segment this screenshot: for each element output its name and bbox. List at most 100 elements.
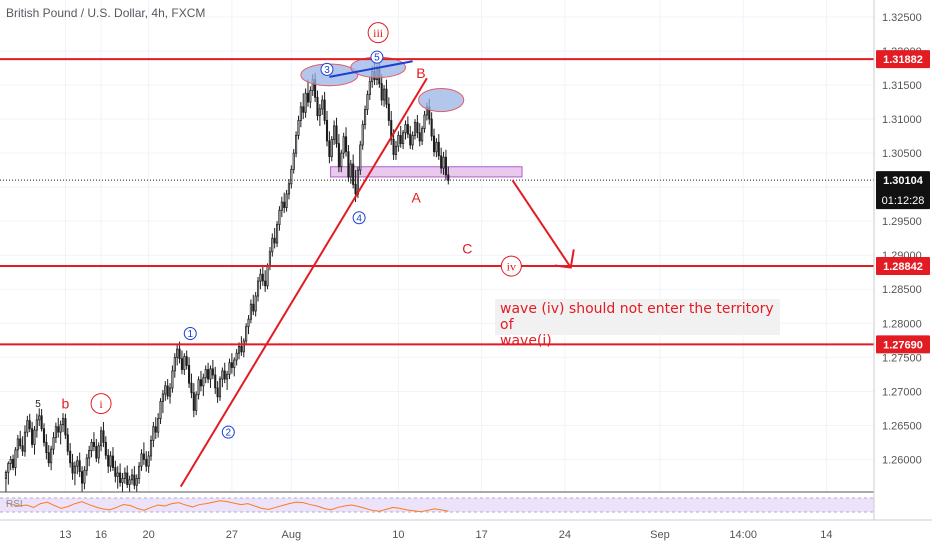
- level-tag: [876, 50, 930, 69]
- candle-body: [19, 438, 22, 447]
- wave-label: B: [416, 65, 425, 81]
- candle-body: [399, 135, 402, 144]
- wave-labels: 5bi123iii54BACivv: [35, 22, 522, 439]
- candle-body: [64, 418, 67, 436]
- candle-body: [252, 303, 255, 312]
- candle-body: [394, 145, 398, 155]
- candle-body: [145, 458, 148, 467]
- zone-layer: [330, 166, 523, 178]
- candle-body: [83, 469, 86, 484]
- candle-body: [138, 465, 141, 479]
- candle-body: [328, 140, 331, 157]
- candle-body: [159, 401, 162, 419]
- rsi-line: [5, 500, 449, 513]
- top-ellipse: [418, 87, 465, 113]
- candle-body: [354, 184, 357, 195]
- price-axis[interactable]: 1.325001.320001.315001.310001.305001.300…: [873, 0, 932, 550]
- candle-body: [237, 346, 241, 354]
- candle-body: [447, 174, 450, 181]
- candle-body: [199, 379, 203, 387]
- time-axis[interactable]: 13 16 20 27 Aug 10 17 24 Sep 14:00 14: [0, 519, 932, 541]
- candle-body: [432, 135, 436, 153]
- candle-body: [69, 450, 72, 464]
- candle-body: [157, 418, 160, 433]
- price-tick: 1.31500: [882, 80, 922, 92]
- candle-body: [38, 415, 41, 421]
- candle-body: [173, 356, 176, 372]
- candle-body: [337, 143, 340, 168]
- date-tick: Sep: [650, 529, 670, 541]
- wave-label: iv: [507, 260, 516, 274]
- candle-body: [435, 141, 438, 153]
- candle-body: [164, 385, 167, 395]
- date-tick: 10: [392, 529, 404, 541]
- candle-body: [57, 426, 60, 433]
- wave-label: 3: [324, 65, 330, 76]
- candle-body: [261, 273, 264, 282]
- candle-body: [195, 394, 198, 411]
- wave-label: C: [462, 240, 472, 256]
- date-tick: 16: [95, 529, 107, 541]
- candle-body: [335, 125, 338, 144]
- level-tag: [876, 335, 930, 354]
- candle-body: [302, 106, 305, 113]
- candle-body: [240, 346, 243, 353]
- date-tick: 20: [143, 529, 155, 541]
- wave-label: 4: [356, 213, 362, 224]
- candle-body: [61, 418, 65, 426]
- candle-body: [52, 437, 55, 450]
- candle-body: [76, 460, 79, 467]
- candle-body: [35, 419, 38, 431]
- candle-body: [119, 472, 122, 483]
- wave-label: 5: [374, 53, 380, 64]
- candles: [4, 59, 450, 494]
- candle-body: [50, 448, 53, 464]
- support-zone: [330, 166, 523, 178]
- candle-body: [40, 415, 43, 430]
- candle-body: [45, 441, 48, 453]
- wave-circle: [500, 255, 522, 277]
- price-tick: 1.30500: [882, 148, 922, 160]
- candle-body: [333, 125, 336, 140]
- countdown-text: 01:12:28: [882, 195, 925, 207]
- candle-body: [128, 479, 131, 485]
- candle-body: [230, 362, 233, 368]
- candle-body: [147, 455, 150, 467]
- candle-body: [285, 193, 288, 208]
- wave-circle: [183, 326, 197, 340]
- price-tick: 1.27000: [882, 386, 922, 398]
- wave-label: b: [62, 396, 70, 412]
- wave-label: 1: [187, 329, 193, 340]
- candle-body: [235, 352, 238, 361]
- wave-label: iii: [373, 26, 384, 40]
- candle-body: [85, 457, 88, 471]
- candle-body: [107, 454, 110, 467]
- candle-body: [430, 118, 433, 137]
- candle-body: [397, 135, 400, 147]
- candle-body: [342, 136, 345, 154]
- candle-body: [349, 163, 352, 178]
- candle-body: [442, 156, 445, 169]
- candle-body: [123, 472, 126, 479]
- candle-body: [109, 455, 112, 467]
- rsi-pane: RSI: [0, 491, 874, 520]
- candle-body: [26, 420, 29, 433]
- candle-body: [204, 369, 207, 379]
- candle-body: [209, 368, 212, 380]
- candle-body: [242, 340, 245, 353]
- candle-body: [33, 429, 36, 445]
- candle-body: [95, 446, 98, 459]
- wave-label: A: [412, 189, 422, 205]
- candle-body: [299, 106, 302, 121]
- candle-body: [309, 90, 312, 103]
- wave-circle: [90, 393, 112, 415]
- candle-body: [264, 280, 267, 287]
- wave-label: 2: [226, 428, 232, 439]
- candle-body: [249, 303, 252, 320]
- candle-body: [290, 169, 293, 185]
- candle-body: [404, 124, 407, 134]
- level-tag: [876, 256, 930, 275]
- price-tick: 1.32500: [882, 12, 922, 24]
